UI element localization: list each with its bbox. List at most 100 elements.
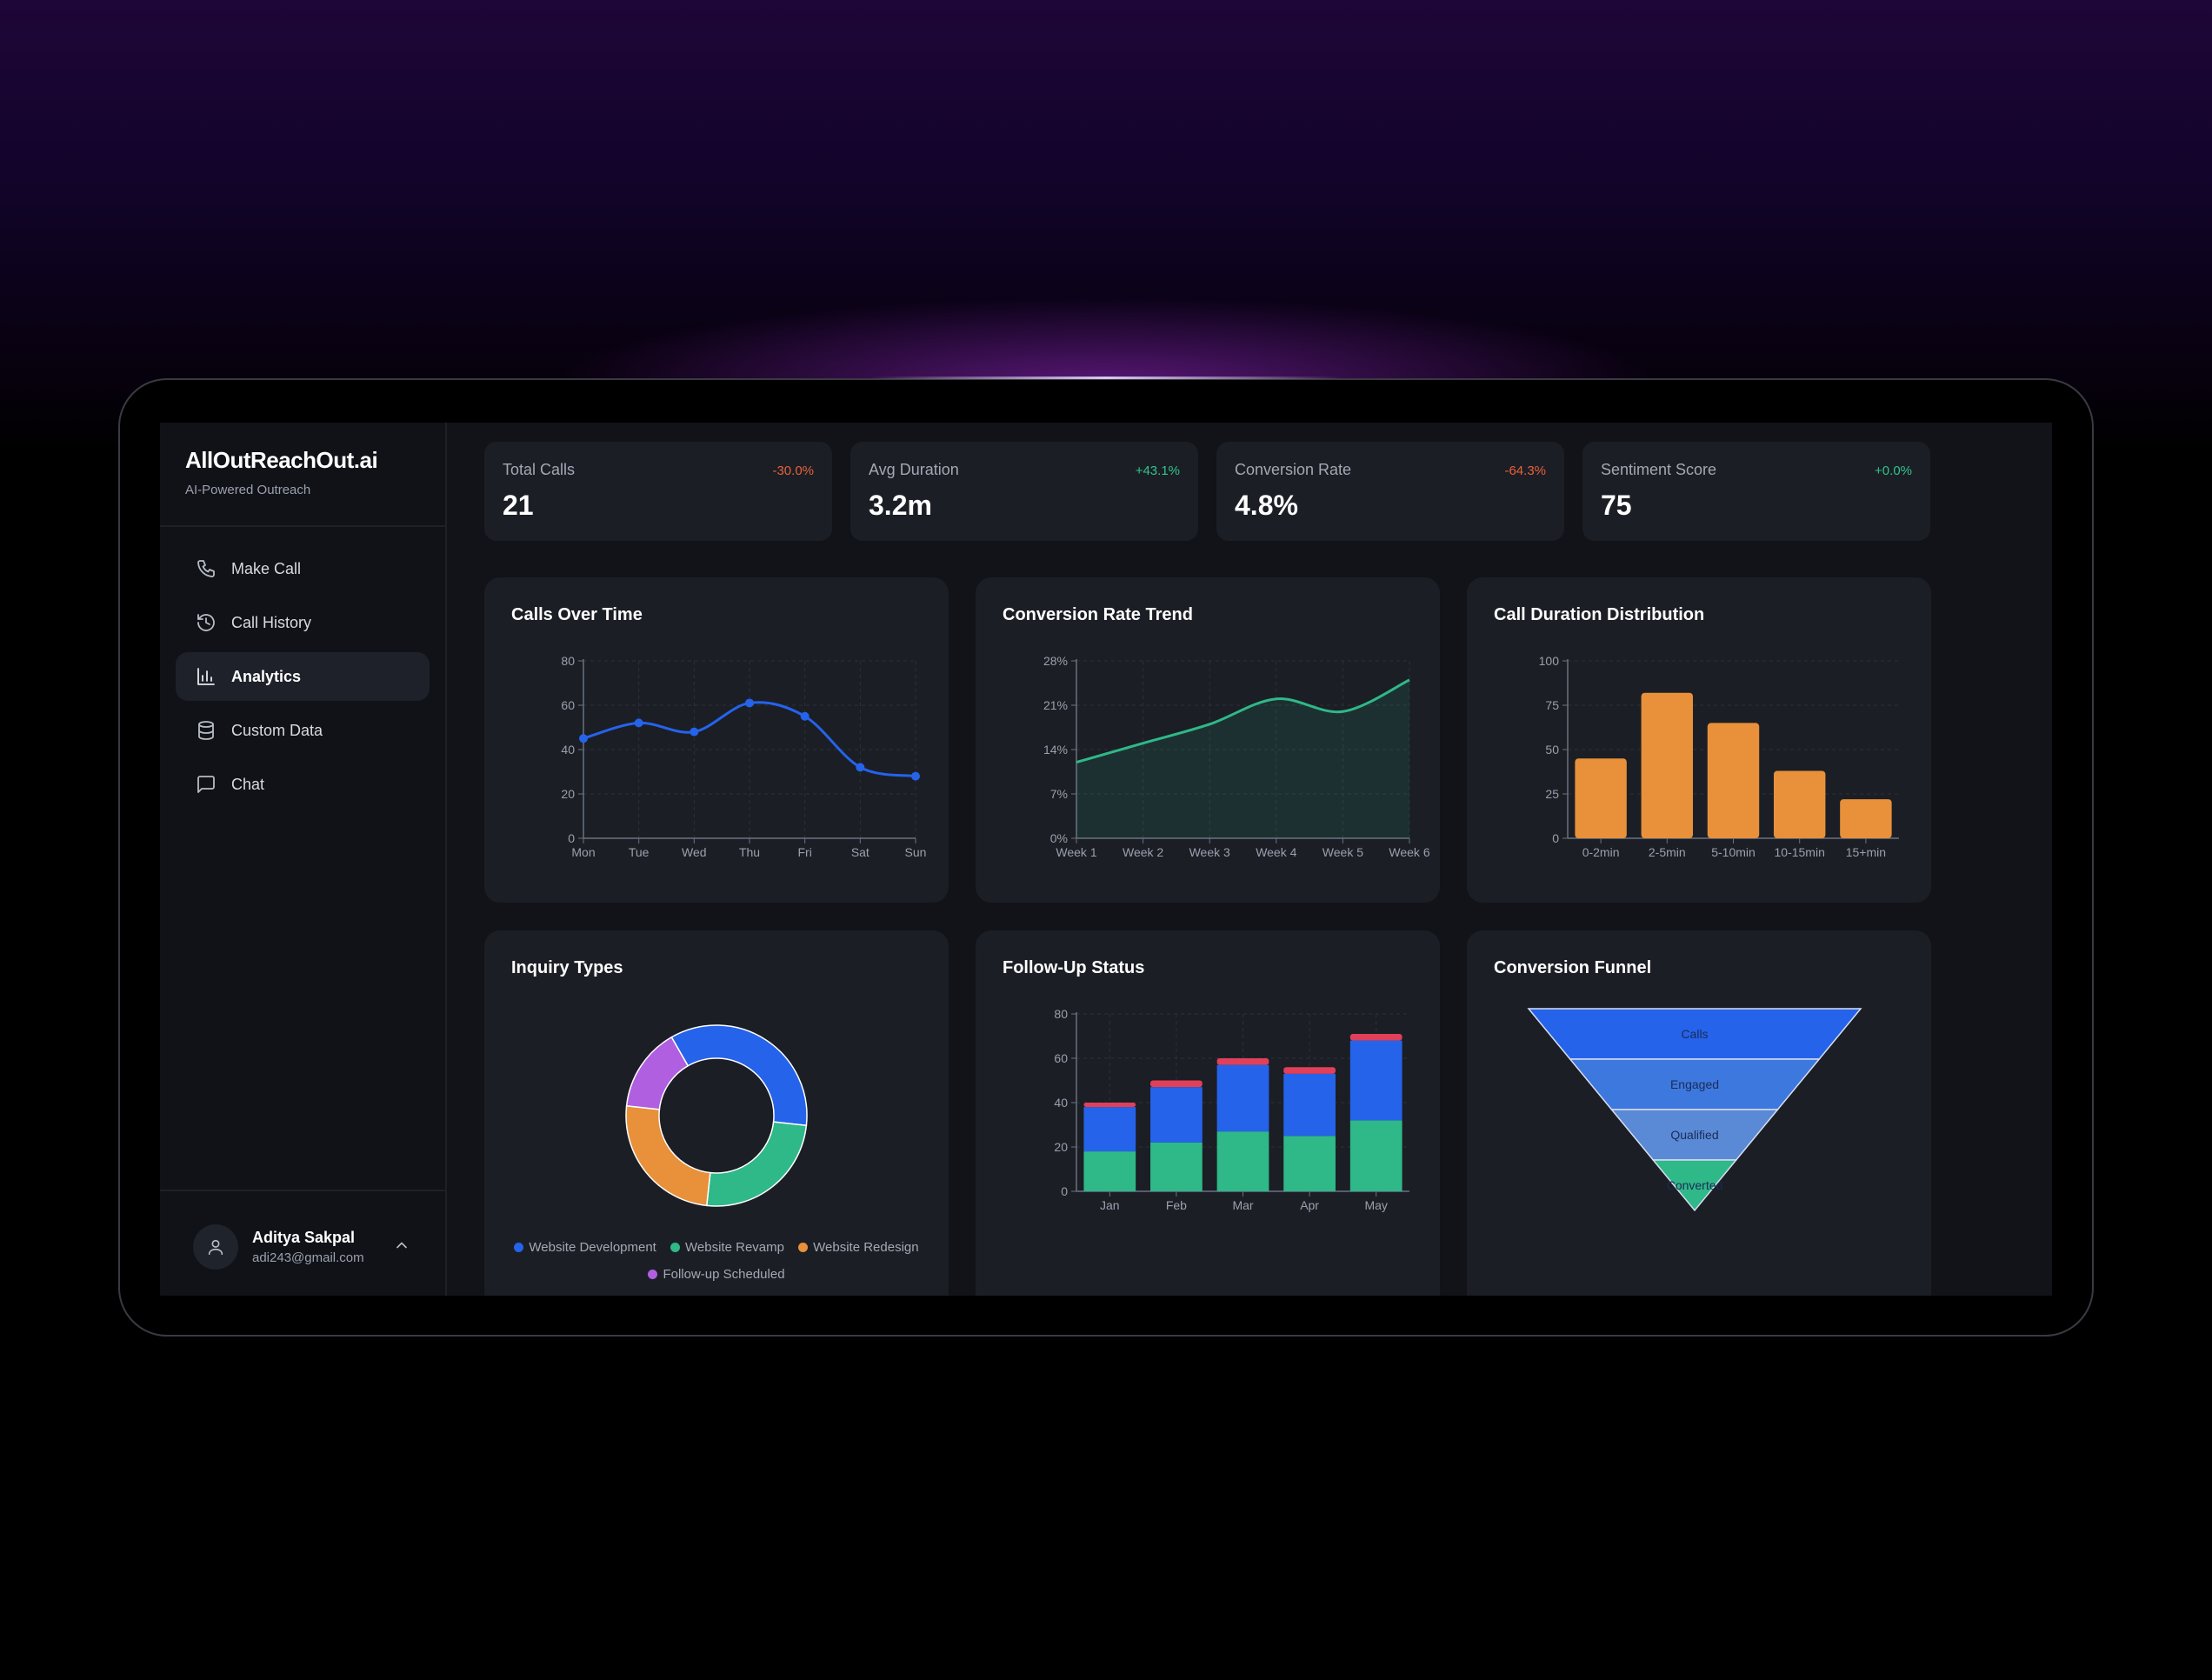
stat-label: Conversion Rate [1235,461,1352,478]
bar-segment [1150,1087,1203,1143]
bar-segment [1283,1136,1336,1191]
user-menu[interactable]: Aditya Sakpal adi243@gmail.com [193,1223,419,1271]
brand-name: AllOutReachOut.ai [185,447,378,473]
data-point [800,711,810,721]
chevron-up-icon[interactable] [393,1237,410,1254]
legend-item[interactable]: Website Revamp [670,1240,784,1255]
series-line [1076,678,1410,764]
x-tick-label: Week 4 [1256,845,1296,859]
x-tick-label: 10-15min [1775,845,1825,859]
brand-subtitle: AI-Powered Outreach [185,483,311,497]
bar-segment [1150,1142,1203,1191]
y-tick-label: 20 [1054,1140,1068,1154]
legend-item[interactable]: Website Development [514,1240,656,1255]
sidebar-item-chat[interactable]: Chat [176,760,430,809]
user-email: adi243@gmail.com [252,1250,364,1265]
sidebar-item-call-history[interactable]: Call History [176,598,430,647]
x-tick-label: Feb [1166,1198,1187,1212]
stat-label: Sentiment Score [1601,461,1717,478]
history-icon [195,611,217,634]
pie-slice [670,1024,808,1127]
x-tick-label: Sat [851,845,869,859]
bar [1575,758,1627,838]
y-tick-label: 40 [561,743,575,757]
y-tick-label: 7% [1050,787,1068,801]
y-tick-label: 60 [561,698,575,712]
card-title: Call Duration Distribution [1494,605,1705,624]
avatar [193,1224,238,1270]
bar-segment [1083,1107,1136,1152]
follow-up-status-chart: 0 20 40 60 80 Jan Feb Mar Apr May [1054,1007,1409,1212]
legend-label: Website Development [529,1240,656,1255]
data-point [745,698,754,708]
sidebar-item-analytics[interactable]: Analytics [176,652,430,701]
card-title: Conversion Rate Trend [1003,605,1193,624]
sidebar-divider [160,525,445,527]
y-tick-label: 25 [1545,787,1559,801]
card-inquiry-types: Inquiry Types Website Development Websit… [484,930,949,1296]
stat-card-avg-duration: Avg Duration +43.1% 3.2m [850,442,1198,541]
bar-segment [1349,1120,1402,1191]
y-tick-label: 50 [1545,743,1559,757]
x-tick-label: Jan [1100,1198,1120,1212]
call-duration-distribution-chart: 0 25 50 75 100 0-2min 2-5min 5-10min 10-15min 15+… [1539,654,1899,859]
y-tick-label: 0 [1552,831,1559,845]
stat-label: Total Calls [503,461,576,478]
stat-label: Avg Duration [869,461,959,478]
data-point [579,734,588,743]
bar-segment [1283,1067,1336,1074]
y-tick-label: 75 [1545,698,1559,712]
stat-card-conversion-rate: Conversion Rate -64.3% 4.8% [1216,442,1564,541]
series-area [1076,679,1409,838]
legend-item[interactable]: Website Redesign [798,1240,919,1255]
legend-swatch [670,1243,681,1252]
legend-row: Follow-up Scheduled [484,1267,949,1283]
card-calls-over-time: Calls Over Time 0 20 40 60 80 Mon Tue Wed Thu Fri… [484,577,949,903]
sidebar-item-custom-data[interactable]: Custom Data [176,706,430,755]
chat-icon [195,773,217,796]
inquiry-types-chart [625,1024,808,1207]
card-conversion-funnel: Conversion Funnel Calls Engaged Qualified C… [1467,930,1931,1296]
card-title: Inquiry Types [511,958,623,977]
x-tick-label: Tue [629,845,650,859]
y-tick-label: 100 [1539,654,1560,668]
bar-chart-icon [195,665,217,688]
legend-item[interactable]: Follow-up Scheduled [648,1267,785,1282]
bar-segment [1083,1151,1136,1191]
legend-swatch [798,1243,809,1252]
sidebar-item-label: Make Call [231,559,302,577]
y-tick-label: 0% [1050,831,1068,845]
bar-segment [1083,1103,1136,1108]
stat-card-total-calls: Total Calls -30.0% 21 [484,442,832,541]
stat-value: 75 [1601,490,1632,521]
pie-slice [705,1121,808,1207]
user-name: Aditya Sakpal [252,1229,356,1246]
sidebar-item-label: Chat [231,775,265,793]
x-tick-label: Mar [1232,1198,1253,1212]
data-point [690,727,699,737]
legend-label: Follow-up Scheduled [663,1267,785,1282]
legend-label: Website Revamp [685,1240,784,1255]
funnel-stage-label: Engaged [1670,1077,1719,1091]
sidebar-item-label: Call History [231,613,312,631]
card-follow-up-status: Follow-Up Status 0 20 40 60 80 Jan Feb Mar Apr Ma… [976,930,1440,1296]
pie-slice [625,1104,711,1207]
funnel-stage-label: Calls [1681,1027,1708,1041]
x-tick-label: 15+min [1846,845,1886,859]
x-tick-label: Thu [739,845,760,859]
stat-card-sentiment-score: Sentiment Score +0.0% 75 [1582,442,1930,541]
bar [1773,770,1826,838]
data-point [911,771,920,781]
brand[interactable]: AllOutReachOut.ai AI-Powered Outreach [185,447,378,497]
stat-value: 4.8% [1235,490,1298,521]
sidebar-item-make-call[interactable]: Make Call [176,544,430,593]
user-icon [208,1239,223,1256]
bar-segment [1283,1073,1336,1137]
database-icon [195,719,217,742]
card-title: Calls Over Time [511,605,643,624]
sidebar-divider [160,1190,445,1191]
y-tick-label: 80 [1054,1007,1068,1021]
y-tick-label: 80 [561,654,575,668]
frame-highlight [869,377,1343,379]
x-tick-label: Wed [682,845,707,859]
